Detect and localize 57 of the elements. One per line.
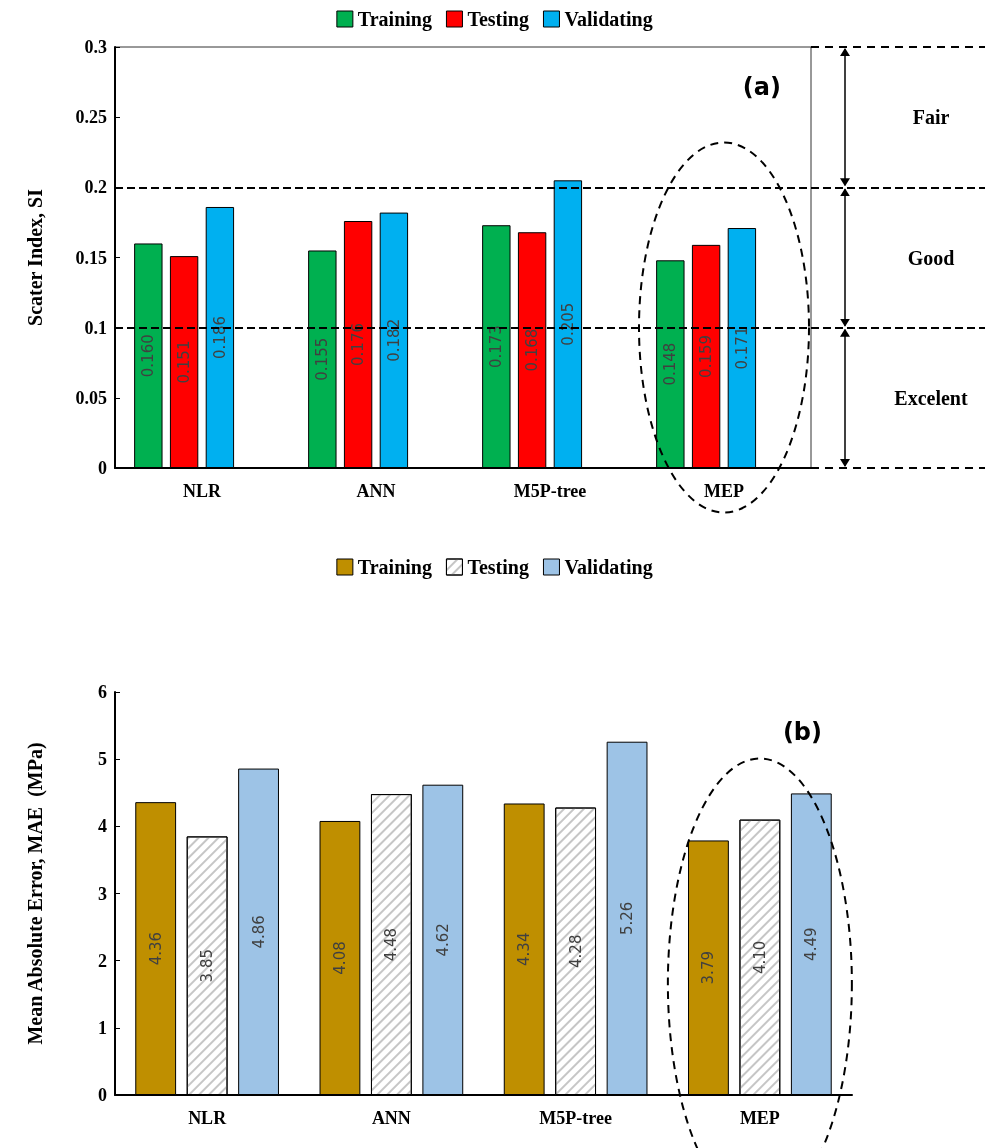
text: Fair xyxy=(912,106,950,129)
data-label: 0.182 xyxy=(384,318,403,362)
x-tick-label: M5P-tree xyxy=(513,481,587,501)
legend-label: Validating xyxy=(564,8,653,31)
data-label: 0.151 xyxy=(175,340,194,384)
data-label: 4.34 xyxy=(515,932,534,966)
legend-label: Training xyxy=(357,8,432,31)
x-tick-label: MEP xyxy=(704,481,744,501)
data-label: 4.10 xyxy=(750,940,769,975)
data-label: 4.48 xyxy=(382,927,401,962)
text: Good xyxy=(907,246,955,269)
y-tick-label: 3 xyxy=(98,883,107,904)
x-tick-label: M5P-tree xyxy=(539,1108,612,1128)
annotation: (a) xyxy=(742,73,782,101)
data-label: 0.168 xyxy=(523,328,542,372)
data-label: 4.08 xyxy=(330,941,349,975)
y-tick-label: 0 xyxy=(98,458,107,478)
x-tick-label: NLR xyxy=(188,1108,228,1128)
data-label: 0.148 xyxy=(661,342,680,386)
data-label: 0.171 xyxy=(732,326,751,370)
y-tick-label: 0.05 xyxy=(75,387,107,408)
data-label: 4.86 xyxy=(249,915,268,949)
data-label: 0.176 xyxy=(349,323,368,366)
y-tick-label: 2 xyxy=(98,950,107,971)
y-axis-title: Scater Index, SI xyxy=(24,188,46,326)
data-label: 3.79 xyxy=(699,951,718,985)
annotation: (b) xyxy=(782,718,823,746)
data-label: 3.85 xyxy=(198,949,217,983)
data-label: 4.49 xyxy=(802,927,821,961)
data-label: 0.205 xyxy=(558,302,577,346)
y-tick-label: 0.3 xyxy=(84,37,107,57)
x-tick-label: ANN xyxy=(371,1108,411,1128)
data-label: 4.36 xyxy=(146,931,165,966)
x-tick-label: ANN xyxy=(356,481,396,501)
y-tick-label: 4 xyxy=(98,816,107,837)
data-label: 0.159 xyxy=(697,334,716,378)
y-axis-title: Mean Absolute Error, MAE (MPa) xyxy=(24,742,47,1045)
data-label: 4.28 xyxy=(566,934,585,968)
legend-label: Testing xyxy=(467,8,529,31)
data-label: 5.26 xyxy=(618,901,637,936)
y-tick-label: 0.25 xyxy=(75,107,107,128)
y-tick-label: 6 xyxy=(98,682,107,702)
y-tick-label: 0.2 xyxy=(84,177,107,198)
y-tick-label: 0.15 xyxy=(75,247,107,268)
y-tick-label: 1 xyxy=(98,1017,107,1038)
data-label: 4.62 xyxy=(433,923,452,957)
y-tick-label: 0 xyxy=(98,1085,107,1105)
data-label: 0.160 xyxy=(139,334,158,378)
y-tick-label: 5 xyxy=(98,749,107,770)
legend-label: Testing xyxy=(467,556,529,579)
text: Excelent xyxy=(894,386,968,409)
x-tick-label: NLR xyxy=(182,481,222,501)
legend-label: Validating xyxy=(564,556,653,579)
legend-label: Training xyxy=(357,556,432,579)
x-tick-label: MEP xyxy=(739,1108,780,1128)
y-tick-label: 0.1 xyxy=(84,317,107,338)
data-label: 0.155 xyxy=(313,337,332,381)
